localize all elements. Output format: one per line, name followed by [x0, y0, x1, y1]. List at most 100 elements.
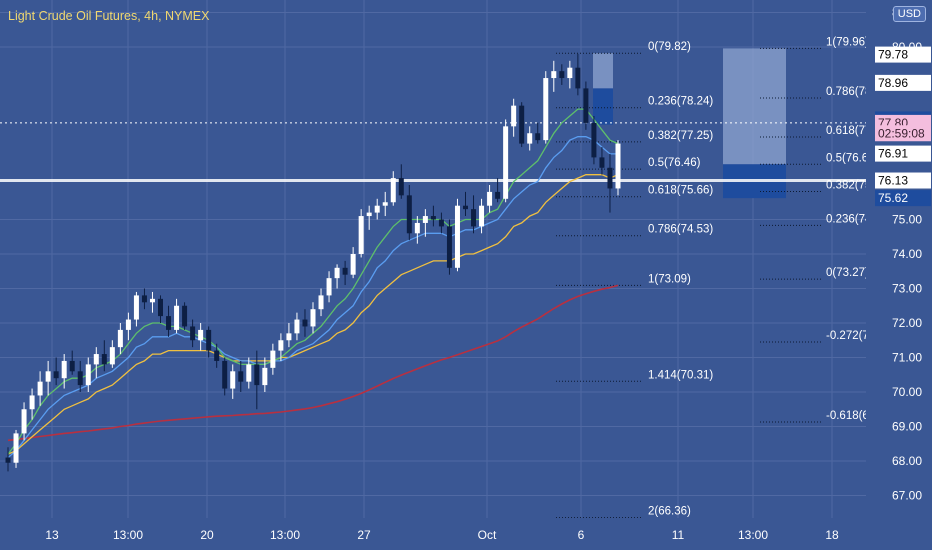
candle-body: [471, 209, 477, 227]
candle-body: [222, 360, 228, 389]
candle: [222, 357, 228, 396]
fib-label-left: 0.618(75.66): [648, 185, 713, 197]
candle-body: [246, 364, 252, 382]
fib-label-right: 0.5(76.6: [826, 152, 868, 164]
candle: [174, 298, 180, 334]
candle: [69, 350, 75, 375]
candle-body: [141, 295, 147, 303]
y-tick-label: 74.00: [892, 247, 922, 261]
candle: [37, 371, 43, 406]
ema-mid-line: [7, 136, 618, 459]
candle: [29, 388, 35, 420]
candle-body: [543, 78, 549, 141]
candle: [158, 295, 163, 323]
candle: [101, 340, 107, 372]
fib-label-left: 1(73.09): [648, 273, 691, 285]
price-label-box: [875, 74, 931, 91]
price-label-box: [875, 46, 931, 63]
candle-body: [133, 295, 139, 320]
candle-body: [166, 316, 172, 330]
candle-body: [511, 105, 517, 127]
price-label: 75.62: [878, 191, 908, 205]
candle-body: [109, 347, 115, 365]
candle: [535, 122, 541, 144]
ema-slow-line: [7, 174, 619, 455]
candle-body: [326, 278, 332, 296]
candle-body: [85, 364, 91, 386]
candle-body: [310, 309, 316, 327]
candle-body: [318, 295, 324, 310]
candle: [446, 219, 452, 275]
candle: [454, 198, 460, 272]
x-tick-label: Oct: [478, 528, 497, 542]
candle-body: [29, 395, 35, 410]
ema-long-line: [7, 284, 619, 442]
candle-body: [294, 319, 300, 334]
candle: [583, 81, 589, 130]
candle-body: [342, 267, 348, 275]
candle: [77, 360, 83, 392]
candle-body: [406, 195, 412, 234]
candle: [519, 102, 525, 148]
y-tick-label: 68.00: [892, 454, 922, 468]
candle: [214, 343, 220, 368]
candle-body: [230, 371, 236, 389]
candle: [133, 291, 139, 327]
candle: [149, 291, 155, 313]
candle-body: [350, 254, 356, 275]
candle: [230, 364, 236, 399]
candle: [487, 185, 493, 213]
price-label: 76.13: [878, 174, 908, 188]
candle-body: [214, 350, 220, 361]
candle-body: [446, 226, 452, 268]
candle-body: [190, 326, 196, 341]
candle: [141, 288, 147, 310]
candle-body: [254, 364, 260, 386]
candle: [278, 333, 284, 361]
y-tick-label: 72.00: [892, 316, 922, 330]
y-tick-label: 67.00: [892, 489, 922, 503]
candle-body: [463, 205, 468, 210]
candle-body: [583, 88, 589, 123]
candle: [109, 340, 115, 368]
candle-body: [479, 205, 485, 227]
fib-label-right: 0.236(74: [826, 213, 872, 225]
chart-title: Light Crude Oil Futures, 4h, NYMEX: [8, 9, 210, 23]
candle-body: [238, 371, 244, 382]
x-tick-label: 13:00: [738, 528, 768, 542]
candle-body: [519, 105, 525, 144]
fib-label-right: 0(73.27): [826, 267, 869, 279]
candle: [13, 429, 19, 468]
fib-label-left: 2(66.36): [648, 506, 691, 518]
candle-body: [198, 329, 204, 341]
x-tick-label: 11: [672, 528, 685, 542]
candle: [53, 357, 59, 386]
candle-body: [270, 350, 276, 368]
candle-body: [575, 67, 581, 89]
candle: [551, 60, 557, 92]
candle-body: [551, 71, 557, 79]
candle-body: [503, 126, 509, 199]
candle: [246, 357, 252, 389]
currency-button[interactable]: USD: [892, 6, 926, 22]
candle: [607, 153, 613, 213]
candle: [286, 323, 292, 348]
candle: [495, 178, 501, 203]
candle-body: [366, 212, 372, 217]
candle-body: [174, 305, 180, 330]
candle-body: [278, 340, 284, 351]
x-tick-label: 18: [825, 528, 839, 542]
candle: [527, 126, 533, 151]
candle: [93, 347, 99, 379]
price-label: 02:59:08: [878, 126, 925, 140]
candle-body: [438, 219, 444, 227]
fib-label-right: 1(79.96): [826, 36, 869, 48]
candle-body: [101, 354, 107, 365]
candle-body: [61, 360, 67, 379]
candle: [334, 264, 340, 289]
candle-body: [53, 371, 59, 379]
candle: [198, 323, 204, 351]
candle-body: [487, 191, 493, 206]
candle: [125, 312, 131, 341]
